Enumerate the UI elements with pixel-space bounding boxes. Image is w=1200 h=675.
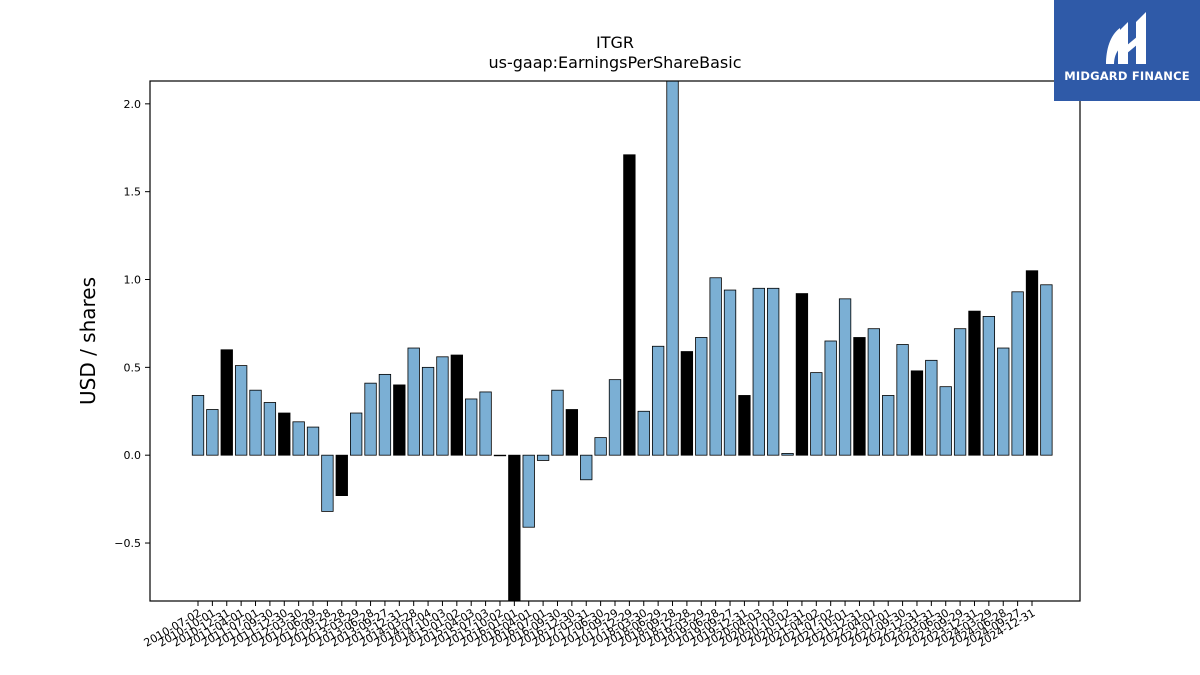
brand-name: MIDGARD FINANCE (1064, 69, 1190, 83)
bar-2011-04-01 (234, 365, 248, 456)
bar-2013-09-27 (378, 373, 392, 456)
bar-2019-03-29 (695, 337, 708, 456)
bar-2022-04-01 (867, 328, 880, 456)
bar-2010-07-02 (191, 395, 205, 456)
midgard-logo-icon (1106, 12, 1146, 64)
bar-2024-12-31 (1025, 270, 1039, 456)
bar-2019-12-31 (738, 395, 751, 456)
bar-2023-12-31 (968, 310, 981, 456)
bar-2022-07-01 (882, 395, 895, 456)
chart-subtitle: us-gaap:EarningsPerShareBasic (488, 53, 741, 72)
y-tick-label: 1.0 (124, 274, 142, 287)
bar-2021-12-31 (853, 337, 866, 456)
plot-frame (149, 80, 1081, 602)
bar-2010-12-31 (220, 349, 233, 456)
bar-2016-09-30 (551, 389, 564, 456)
bar-2012-12-28 (335, 454, 348, 497)
bar-2011-09-30 (263, 402, 277, 456)
bar-2015-01-02 (450, 354, 463, 456)
bar-2017-06-30 (594, 437, 607, 456)
bar-2021-10-01 (838, 298, 852, 456)
bar-series (191, 80, 1053, 602)
bar-2023-03-31 (925, 359, 938, 456)
bar-2020-04-03 (752, 287, 765, 456)
bar-2015-04-03 (465, 398, 478, 456)
bar-2012-06-29 (306, 426, 320, 456)
bar-2016-12-30 (565, 409, 579, 456)
y-tick-label: 0.5 (124, 361, 142, 374)
bar-2018-03-30 (637, 410, 650, 456)
bar-2022-12-31 (910, 370, 924, 456)
bar-2011-12-30 (278, 412, 291, 456)
bar-2012-03-30 (292, 421, 305, 456)
bar-2014-07-04 (421, 366, 435, 456)
bar-2021-07-02 (824, 340, 837, 456)
bar-2021-04-02 (810, 372, 823, 456)
bar-2018-12-28 (680, 351, 694, 456)
bar-2016-04-01 (522, 454, 535, 528)
bar-2020-12-31 (795, 293, 809, 456)
bar-2024-09-27 (1011, 291, 1024, 456)
bar-2013-06-28 (364, 382, 377, 456)
bar-2018-06-29 (651, 345, 665, 456)
y-tick-label: −0.5 (114, 537, 141, 550)
bar-2015-10-02 (493, 454, 507, 457)
bar-2016-01-01 (508, 454, 521, 602)
y-axis-label: USD / shares (76, 277, 100, 405)
bar-2016-07-01 (536, 454, 550, 461)
chart-title: ITGR (596, 33, 634, 52)
bar-2010-10-01 (206, 409, 219, 456)
bar-2020-10-02 (781, 453, 794, 456)
bar-2012-09-28 (321, 454, 334, 512)
bar-2023-06-30 (939, 386, 952, 456)
bar-2023-09-29 (953, 328, 967, 456)
bar-2013-03-29 (350, 412, 363, 456)
y-tick-label: 2.0 (124, 98, 142, 111)
bar-2017-12-29 (623, 154, 636, 456)
bar-2022-09-30 (896, 344, 909, 456)
bar-2019-09-27 (723, 289, 737, 456)
bar-2014-10-03 (436, 356, 449, 456)
bar-2024-03-29 (982, 316, 996, 456)
bar-2020-07-03 (767, 287, 780, 456)
y-axis: −0.5 0.0 0.5 1.0 1.5 2.0 (114, 98, 150, 550)
brand-logo: MIDGARD FINANCE (1054, 0, 1200, 101)
bar-undefined (1040, 284, 1053, 456)
bar-2024-06-28 (997, 347, 1010, 456)
bar-2017-09-29 (608, 379, 622, 456)
x-axis: 2010-07-022010-10-012010-12-312011-04-01… (142, 601, 1038, 650)
y-tick-label: 1.5 (124, 186, 142, 199)
bar-2014-03-28 (407, 347, 420, 456)
bar-2013-12-31 (393, 384, 406, 456)
bar-2017-03-31 (580, 454, 593, 481)
bar-2015-07-03 (479, 391, 492, 456)
bar-2018-09-28 (666, 80, 679, 456)
y-tick-label: 0.0 (124, 449, 142, 462)
bar-2011-07-01 (249, 389, 262, 456)
bar-2019-06-28 (709, 277, 722, 456)
